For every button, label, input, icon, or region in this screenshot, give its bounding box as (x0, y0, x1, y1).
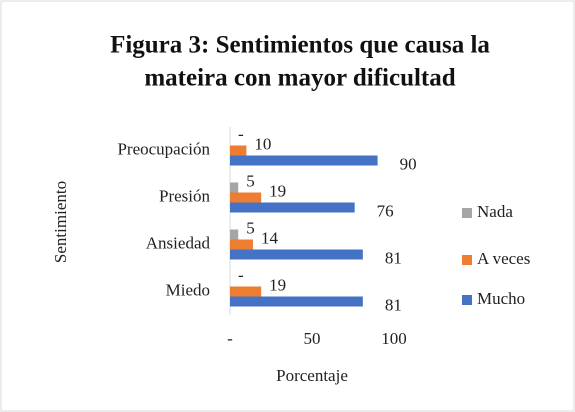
bar (230, 202, 355, 213)
bar (230, 296, 363, 307)
x-axis-label: Porcentaje (276, 366, 348, 385)
data-label: - (238, 265, 244, 284)
bar (230, 192, 262, 203)
data-label: 10 (254, 134, 271, 153)
legend-swatch (462, 295, 472, 305)
data-label: 14 (261, 228, 279, 247)
legend-swatch (462, 208, 472, 218)
data-label: 81 (385, 295, 402, 314)
legend-label: Mucho (477, 289, 525, 308)
data-label: 76 (377, 201, 394, 220)
bar (230, 182, 239, 193)
bar (230, 249, 363, 260)
data-label: 5 (246, 218, 255, 237)
data-label: 5 (246, 171, 255, 190)
x-tick-label: - (227, 329, 233, 348)
y-tick-label: Miedo (166, 280, 210, 299)
bar (230, 145, 247, 156)
x-tick-label: 50 (304, 329, 321, 348)
y-tick-label: Preocupación (117, 139, 210, 158)
y-tick-label: Presión (159, 186, 211, 205)
x-tick-label: 100 (381, 329, 407, 348)
data-label: 19 (269, 181, 286, 200)
bar (230, 286, 262, 297)
legend-label: Nada (477, 202, 513, 221)
chart-title: mateira con mayor dificultad (144, 65, 455, 92)
y-axis-label: Sentimiento (51, 181, 70, 263)
data-label: 90 (400, 154, 417, 173)
legend-swatch (462, 255, 472, 265)
data-label: 19 (269, 275, 286, 294)
chart-title: Figura 3: Sentimientos que causa la (110, 32, 490, 59)
data-label: - (238, 124, 244, 143)
bar (230, 229, 239, 240)
data-label: 81 (385, 248, 402, 267)
legend-label: A veces (477, 249, 530, 268)
bar (230, 155, 378, 166)
bar (230, 239, 253, 250)
y-tick-label: Ansiedad (146, 233, 211, 252)
